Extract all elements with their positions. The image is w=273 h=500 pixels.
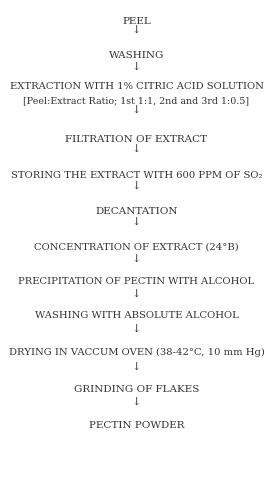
Text: [Peel:Extract Ratio; 1st 1:1, 2nd and 3rd 1:0.5]: [Peel:Extract Ratio; 1st 1:1, 2nd and 3r… <box>23 96 250 106</box>
Text: ↓: ↓ <box>132 398 141 408</box>
Text: DECANTATION: DECANTATION <box>95 206 178 216</box>
Text: ↓: ↓ <box>132 26 141 36</box>
Text: ↓: ↓ <box>132 182 141 192</box>
Text: FILTRATION OF EXTRACT: FILTRATION OF EXTRACT <box>66 134 207 143</box>
Text: ↓: ↓ <box>132 325 141 335</box>
Text: STORING THE EXTRACT WITH 600 PPM OF SO₂: STORING THE EXTRACT WITH 600 PPM OF SO₂ <box>11 170 262 179</box>
Text: ↓: ↓ <box>132 106 141 116</box>
Text: CONCENTRATION OF EXTRACT (24°B): CONCENTRATION OF EXTRACT (24°B) <box>34 242 239 252</box>
Text: WASHING: WASHING <box>109 52 164 60</box>
Text: PRECIPITATION OF PECTIN WITH ALCOHOL: PRECIPITATION OF PECTIN WITH ALCOHOL <box>19 278 254 286</box>
Text: PECTIN POWDER: PECTIN POWDER <box>89 422 184 430</box>
Text: DRYING IN VACCUM OVEN (38-42°C, 10 mm Hg): DRYING IN VACCUM OVEN (38-42°C, 10 mm Hg… <box>8 348 265 356</box>
Text: GRINDING OF FLAKES: GRINDING OF FLAKES <box>74 384 199 394</box>
Text: ↓: ↓ <box>132 290 141 300</box>
Text: ↓: ↓ <box>132 218 141 228</box>
Text: ↓: ↓ <box>132 63 141 73</box>
Text: PEEL: PEEL <box>122 16 151 26</box>
Text: ↓: ↓ <box>132 255 141 265</box>
Text: EXTRACTION WITH 1% CITRIC ACID SOLUTION: EXTRACTION WITH 1% CITRIC ACID SOLUTION <box>10 82 263 92</box>
Text: WASHING WITH ABSOLUTE ALCOHOL: WASHING WITH ABSOLUTE ALCOHOL <box>35 312 238 320</box>
Text: ↓: ↓ <box>132 145 141 155</box>
Text: ↓: ↓ <box>132 363 141 373</box>
